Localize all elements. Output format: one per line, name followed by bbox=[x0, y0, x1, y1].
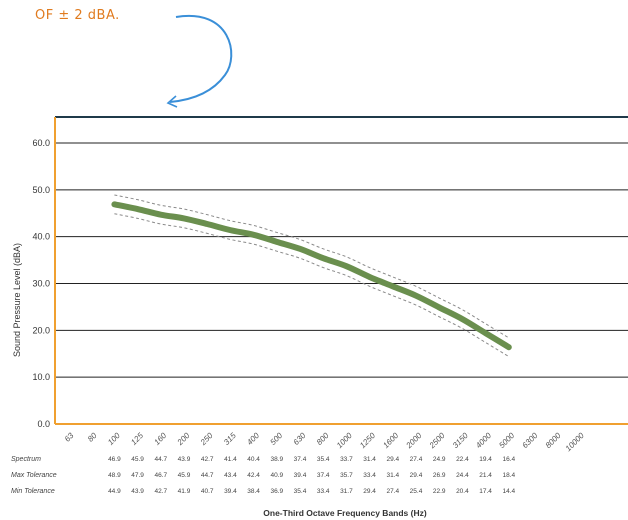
y-axis-label: Sound Pressure Level (dBA) bbox=[12, 243, 22, 357]
x-tick-label: 2500 bbox=[427, 431, 447, 451]
y-tick-label: 20.0 bbox=[32, 325, 50, 335]
x-tick-label: 1000 bbox=[335, 431, 354, 450]
x-tick-label: 400 bbox=[245, 431, 261, 447]
table-cell: 44.7 bbox=[201, 472, 214, 479]
table-cell: 42.7 bbox=[154, 488, 167, 495]
table-cell: 44.7 bbox=[154, 456, 167, 463]
x-tick-label: 80 bbox=[86, 431, 99, 444]
spectrum-line bbox=[111, 201, 512, 351]
table-cell: 36.9 bbox=[270, 488, 283, 495]
y-tick-label: 60.0 bbox=[32, 138, 50, 148]
table-cell: 43.9 bbox=[178, 456, 191, 463]
table-cell: 29.4 bbox=[386, 456, 399, 463]
table-cell: 31.4 bbox=[386, 472, 399, 479]
x-tick-label: 100 bbox=[106, 431, 122, 447]
table-cell: 39.4 bbox=[294, 472, 307, 479]
table-cell: 46.9 bbox=[108, 456, 121, 463]
table-cell: 42.7 bbox=[201, 456, 214, 463]
table-cell: 38.9 bbox=[270, 456, 283, 463]
x-tick-label: 125 bbox=[129, 431, 145, 447]
table-cell: 29.4 bbox=[410, 472, 423, 479]
table-cell: 29.4 bbox=[363, 488, 376, 495]
table-cell: 35.7 bbox=[340, 472, 353, 479]
table-cell: 38.4 bbox=[247, 488, 260, 495]
table-cell: 22.9 bbox=[433, 488, 446, 495]
table-cell: 45.9 bbox=[131, 456, 144, 463]
table-cell: 44.9 bbox=[108, 488, 121, 495]
y-tick-label: 40.0 bbox=[32, 232, 50, 242]
table-cell: 37.4 bbox=[294, 456, 307, 463]
table-cell: 20.4 bbox=[456, 488, 469, 495]
table-row-label: Max Tolerance bbox=[11, 472, 57, 479]
table-cell: 39.4 bbox=[224, 488, 237, 495]
x-tick-label: 3150 bbox=[451, 431, 470, 450]
table-cell: 47.9 bbox=[131, 472, 144, 479]
y-tick-label: 10.0 bbox=[32, 372, 50, 382]
table-cell: 17.4 bbox=[479, 488, 492, 495]
x-tick-label: 63 bbox=[63, 431, 76, 444]
table-cell: 27.4 bbox=[410, 456, 423, 463]
table-cell: 43.9 bbox=[131, 488, 144, 495]
table-cell: 26.9 bbox=[433, 472, 446, 479]
table-row-label: Spectrum bbox=[11, 456, 41, 463]
table-cell: 35.4 bbox=[294, 488, 307, 495]
annotation-arrow bbox=[169, 14, 233, 103]
y-tick-label: 30.0 bbox=[32, 279, 50, 289]
table-cell: 37.4 bbox=[317, 472, 330, 479]
table-cell: 16.4 bbox=[502, 456, 515, 463]
table-cell: 41.4 bbox=[224, 456, 237, 463]
y-tick-label: 50.0 bbox=[32, 185, 50, 195]
x-tick-label: 630 bbox=[292, 431, 308, 447]
x-tick-label: 500 bbox=[268, 431, 284, 447]
table-cell: 35.4 bbox=[317, 456, 330, 463]
table-cell: 24.4 bbox=[456, 472, 469, 479]
tolerance-annotation: OF ± 2 dBA. bbox=[35, 8, 120, 23]
table-cell: 19.4 bbox=[479, 456, 492, 463]
x-tick-label: 10000 bbox=[564, 431, 586, 453]
min-tolerance-line bbox=[114, 213, 510, 357]
x-tick-label: 4000 bbox=[474, 431, 493, 450]
table-cell: 27.4 bbox=[386, 488, 399, 495]
table-cell: 33.4 bbox=[363, 472, 376, 479]
table-cell: 33.4 bbox=[317, 488, 330, 495]
table-cell: 41.9 bbox=[178, 488, 191, 495]
table-cell: 46.7 bbox=[154, 472, 167, 479]
table-cell: 45.9 bbox=[178, 472, 191, 479]
table-cell: 40.9 bbox=[270, 472, 283, 479]
x-tick-label: 315 bbox=[222, 431, 238, 447]
x-tick-label: 8000 bbox=[544, 431, 563, 450]
y-tick-label: 0.0 bbox=[37, 419, 50, 429]
table-cell: 33.7 bbox=[340, 456, 353, 463]
x-tick-label: 250 bbox=[198, 431, 215, 448]
x-tick-label: 800 bbox=[315, 431, 331, 447]
x-tick-label: 200 bbox=[175, 431, 192, 448]
table-cell: 22.4 bbox=[456, 456, 469, 463]
annotation-arrowhead bbox=[166, 95, 178, 108]
table-cell: 48.9 bbox=[108, 472, 121, 479]
table-cell: 40.4 bbox=[247, 456, 260, 463]
table-row-label: Min Tolerance bbox=[11, 488, 55, 495]
table-cell: 43.4 bbox=[224, 472, 237, 479]
table-cell: 24.9 bbox=[433, 456, 446, 463]
table-cell: 25.4 bbox=[410, 488, 423, 495]
x-tick-label: 160 bbox=[152, 431, 168, 447]
table-cell: 14.4 bbox=[502, 488, 515, 495]
x-tick-label: 1600 bbox=[381, 431, 400, 450]
x-axis-label: One-Third Octave Frequency Bands (Hz) bbox=[263, 508, 427, 518]
x-tick-label: 6300 bbox=[520, 431, 539, 450]
table-cell: 31.7 bbox=[340, 488, 353, 495]
table-cell: 42.4 bbox=[247, 472, 260, 479]
x-tick-label: 2000 bbox=[404, 431, 424, 451]
table-cell: 18.4 bbox=[502, 472, 515, 479]
table-cell: 21.4 bbox=[479, 472, 492, 479]
table-cell: 40.7 bbox=[201, 488, 214, 495]
table-cell: 31.4 bbox=[363, 456, 376, 463]
x-tick-label: 5000 bbox=[497, 431, 516, 450]
max-tolerance-line bbox=[114, 194, 510, 339]
x-tick-label: 1250 bbox=[358, 431, 377, 450]
